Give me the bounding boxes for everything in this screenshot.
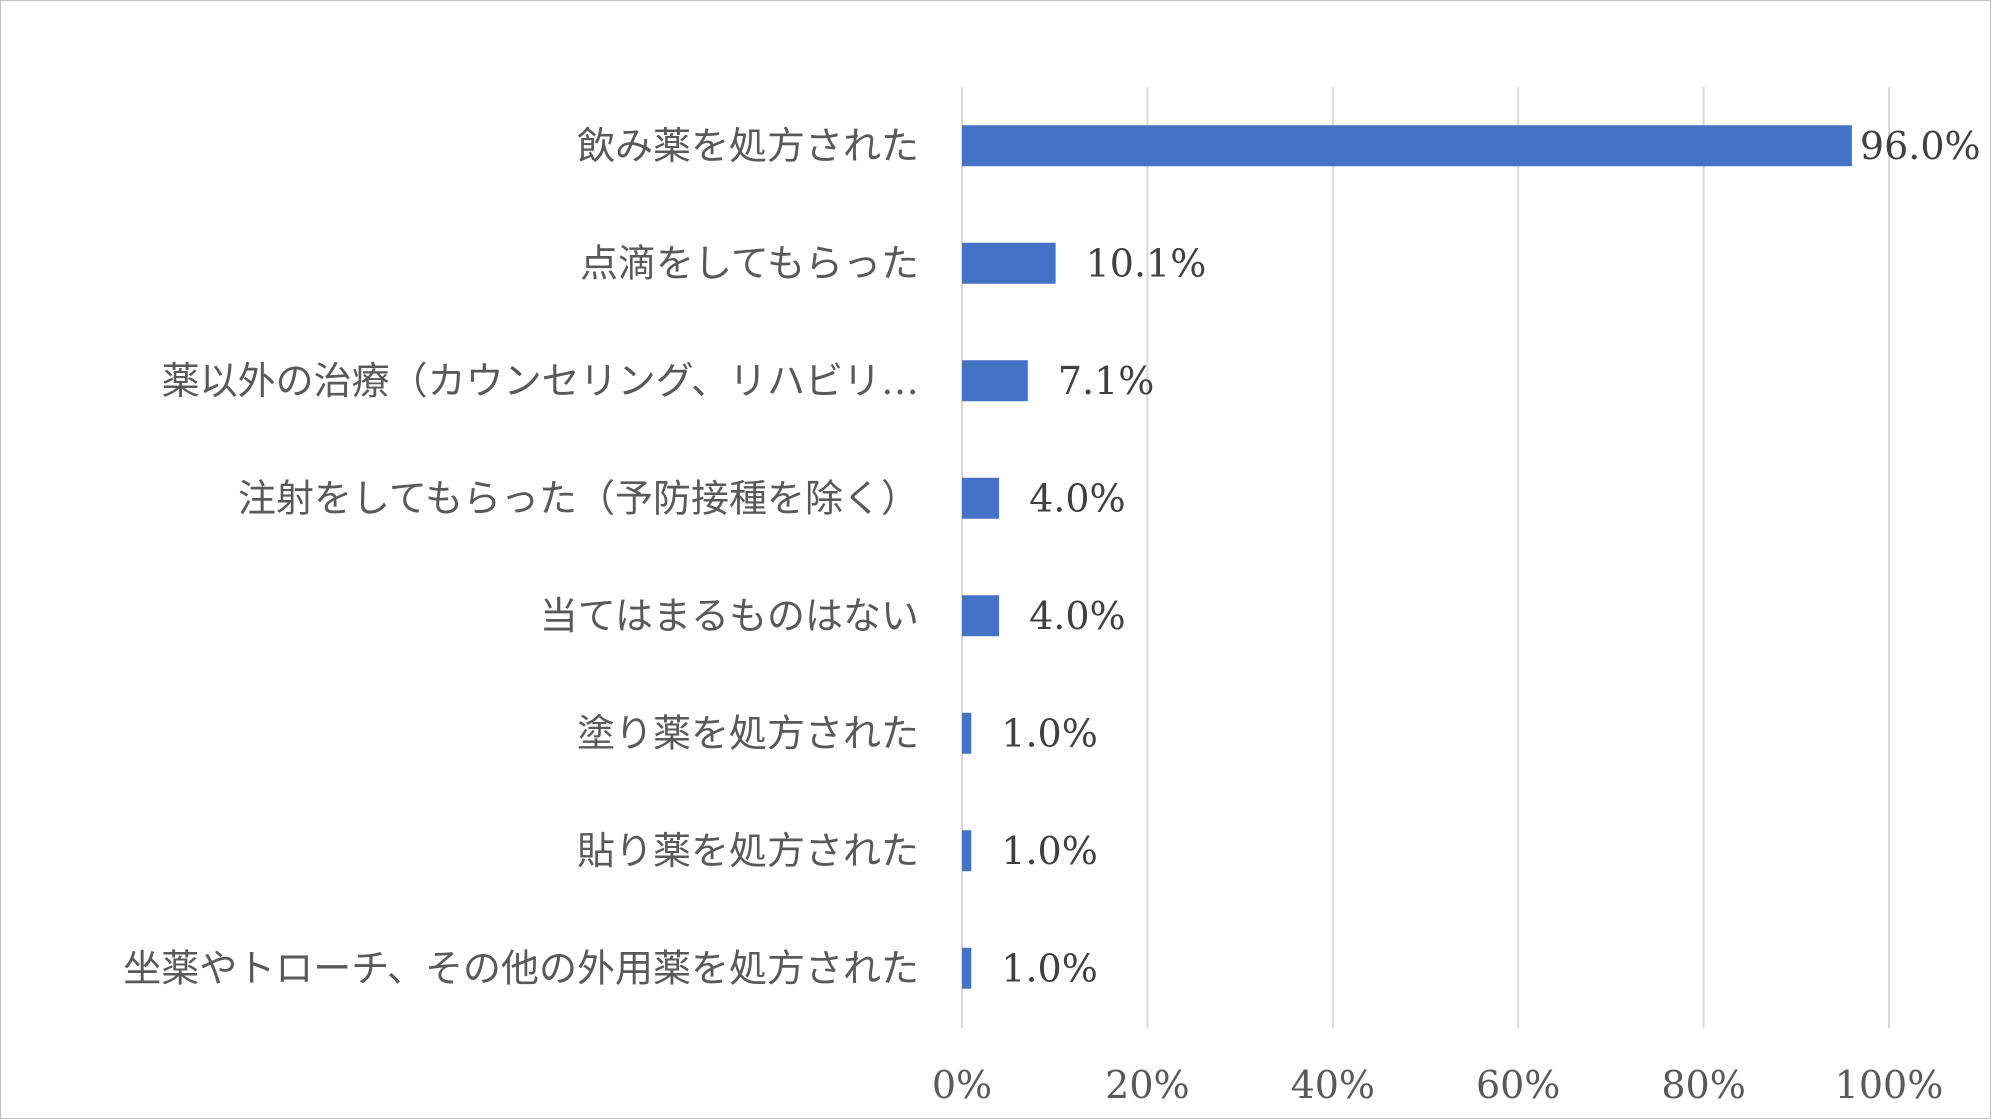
- category-label-5: 塗り薬を処方された: [577, 711, 919, 755]
- bar-5: [962, 712, 972, 754]
- bar-4: [962, 595, 1000, 637]
- x-tick-label-3: 60%: [1476, 1063, 1560, 1107]
- category-label-3: 注射をしてもらった（予防接種を除く）: [238, 476, 919, 520]
- category-label-2: 薬以外の治療（カウンセリング、リハビリ…: [162, 359, 919, 403]
- value-label-7: 1.0%: [1001, 946, 1098, 990]
- value-label-4: 4.0%: [1029, 594, 1126, 638]
- bar-0: [962, 125, 1852, 167]
- value-label-2: 7.1%: [1058, 359, 1155, 403]
- x-tick-label-2: 40%: [1291, 1063, 1375, 1107]
- category-label-6: 貼り薬を処方された: [577, 829, 919, 873]
- value-label-3: 4.0%: [1029, 476, 1126, 520]
- bar-7: [962, 947, 972, 989]
- x-tick-label-0: 0%: [932, 1063, 992, 1107]
- gridlines: [961, 87, 1890, 1028]
- category-label-4: 当てはまるものはない: [540, 594, 919, 638]
- x-tick-label-4: 80%: [1661, 1063, 1745, 1107]
- category-label-7: 坐薬やトローチ、その他の外用薬を処方された: [123, 946, 919, 990]
- bar-1: [962, 242, 1056, 284]
- bar-2: [962, 360, 1028, 402]
- value-label-0: 96.0%: [1860, 124, 1981, 168]
- bar-6: [962, 830, 972, 872]
- value-label-1: 10.1%: [1086, 241, 1207, 285]
- x-tick-label-5: 100%: [1835, 1063, 1944, 1107]
- value-label-6: 1.0%: [1001, 829, 1098, 873]
- category-label-0: 飲み薬を処方された: [577, 124, 919, 168]
- category-label-1: 点滴をしてもらった: [580, 241, 919, 285]
- value-label-5: 1.0%: [1001, 711, 1098, 755]
- x-axis-tick-labels: 0% 20% 40% 60% 80% 100%: [932, 1063, 1943, 1107]
- bar-3: [962, 477, 1000, 519]
- bars: [962, 125, 1852, 989]
- x-tick-label-1: 20%: [1105, 1063, 1189, 1107]
- value-labels: 96.0% 10.1% 7.1% 4.0% 4.0% 1.0% 1.0% 1.0%: [1001, 124, 1980, 991]
